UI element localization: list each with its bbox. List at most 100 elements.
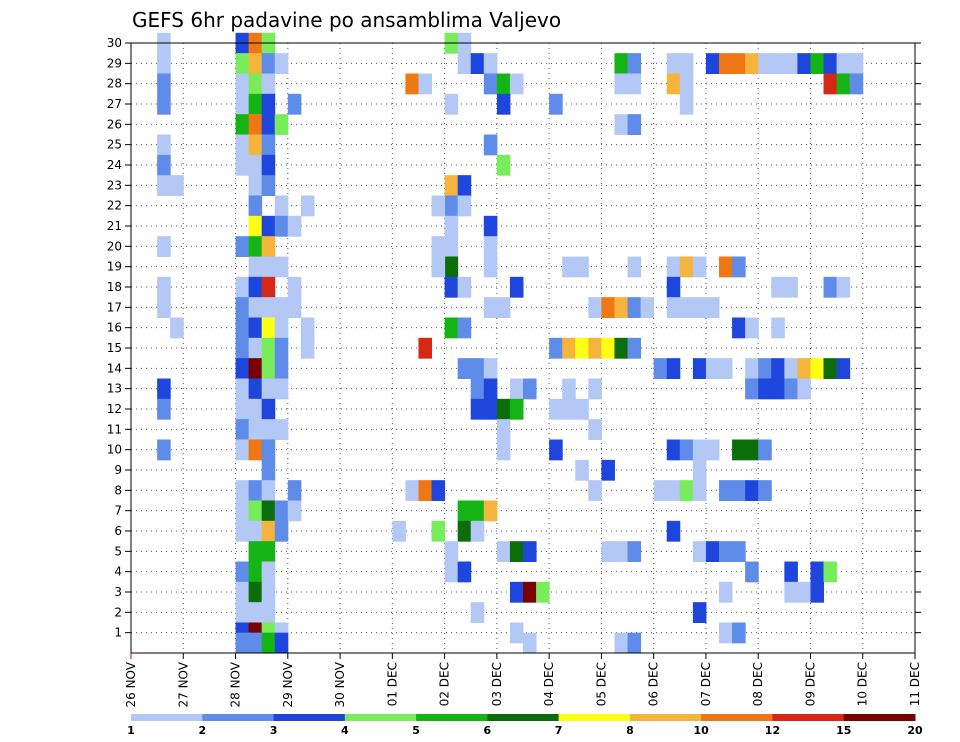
heatmap-cell [823,73,838,95]
heatmap-cell [536,581,550,603]
heatmap-cell [483,358,498,379]
heatmap-cell [261,134,276,156]
heatmap-cell [758,480,772,501]
colorbar-segment [843,714,916,721]
heatmap-cell [640,297,655,318]
heatmap-cell [784,276,798,298]
colorbar-label: 10 [694,724,710,737]
heatmap-cell [248,73,263,95]
heatmap-cell [575,398,589,420]
heatmap-cell [588,297,602,318]
heatmap-cell [444,236,459,257]
heatmap-cell [235,358,250,379]
heatmap-cell [679,93,694,115]
colorbar-label: 20 [907,724,923,737]
heatmap-cell [392,520,406,542]
heatmap-cell [287,93,302,115]
heatmap-cell [483,215,498,237]
heatmap-cell [771,358,785,379]
heatmap-cell [692,459,707,481]
heatmap-cell [771,276,785,298]
heatmap-cell [287,215,302,237]
heatmap-cell [261,154,276,176]
heatmap-cell [405,73,419,95]
heatmap-cell [431,520,446,542]
heatmap-cell [261,480,276,501]
heatmap-cell [509,73,524,95]
heatmap-cell [248,561,263,583]
heatmap-cell [719,480,733,501]
heatmap-cell [248,256,263,278]
heatmap-cell [719,53,733,74]
heatmap-cell [509,541,524,562]
heatmap-cell [157,276,171,298]
y-tick-label: 25 [107,138,122,152]
heatmap-cell [562,378,576,400]
heatmap-cell [261,337,276,359]
heatmap-cell [784,358,798,379]
colorbar-label: 4 [341,724,349,737]
heatmap-cell [157,134,171,156]
heatmap-cell [562,337,576,359]
heatmap-cell [705,297,720,318]
heatmap-cell [823,358,838,379]
heatmap-cell [261,602,276,623]
heatmap-cell [797,581,811,603]
x-tick-label: 30 NOV [333,661,347,707]
heatmap-cell [431,480,446,501]
x-tick-label: 02 DEC [438,662,452,706]
heatmap-cell [588,337,602,359]
heatmap-cell [261,378,276,400]
heatmap-cell [849,53,864,74]
heatmap-cell [405,480,419,501]
heatmap-cell [235,236,250,257]
heatmap-cell [248,520,263,542]
heatmap-cell [457,53,472,74]
heatmap-cell [496,93,511,115]
heatmap-cell [823,53,838,74]
heatmap-cell [235,297,250,318]
heatmap-cell [614,297,629,318]
colorbar-label: 12 [765,724,780,737]
heatmap-cell [235,317,250,339]
heatmap-cell [457,195,472,217]
heatmap-cell [653,480,668,501]
heatmap-cell [797,53,811,74]
heatmap-cell [261,632,276,654]
heatmap-cell [692,541,707,562]
heatmap-cell [235,398,250,420]
heatmap-cell [157,297,171,318]
heatmap-cell [810,358,825,379]
heatmap-cell [248,215,263,237]
heatmap-cell [666,480,681,501]
heatmap-cell [614,53,629,74]
heatmap-cell [784,561,798,583]
heatmap-cell [705,541,720,562]
heatmap-cell [666,73,681,95]
y-tick-label: 12 [107,402,122,416]
heatmap-cell [627,297,642,318]
heatmap-cell [549,398,563,420]
heatmap-cell [771,53,785,74]
y-tick-label: 16 [107,321,122,335]
colorbar-label: 5 [412,724,420,737]
heatmap-cell [157,236,171,257]
y-tick-label: 24 [107,158,122,172]
heatmap-cell [261,175,276,196]
heatmap-cell [692,480,707,501]
colorbar-segment [202,714,275,721]
heatmap-cell [614,114,629,135]
heatmap-cell [745,358,759,379]
heatmap-cell [496,541,511,562]
heatmap-cell [235,114,250,135]
heatmap-cell [575,256,589,278]
heatmap-cell [496,398,511,420]
heatmap-cell [679,256,694,278]
colorbar-segment [416,714,488,721]
colorbar-segment [701,714,773,721]
heatmap-cell [274,317,289,339]
heatmap-cell [470,358,485,379]
heatmap-cell [666,276,681,298]
heatmap-cell [248,337,263,359]
heatmap-cell [235,419,250,440]
